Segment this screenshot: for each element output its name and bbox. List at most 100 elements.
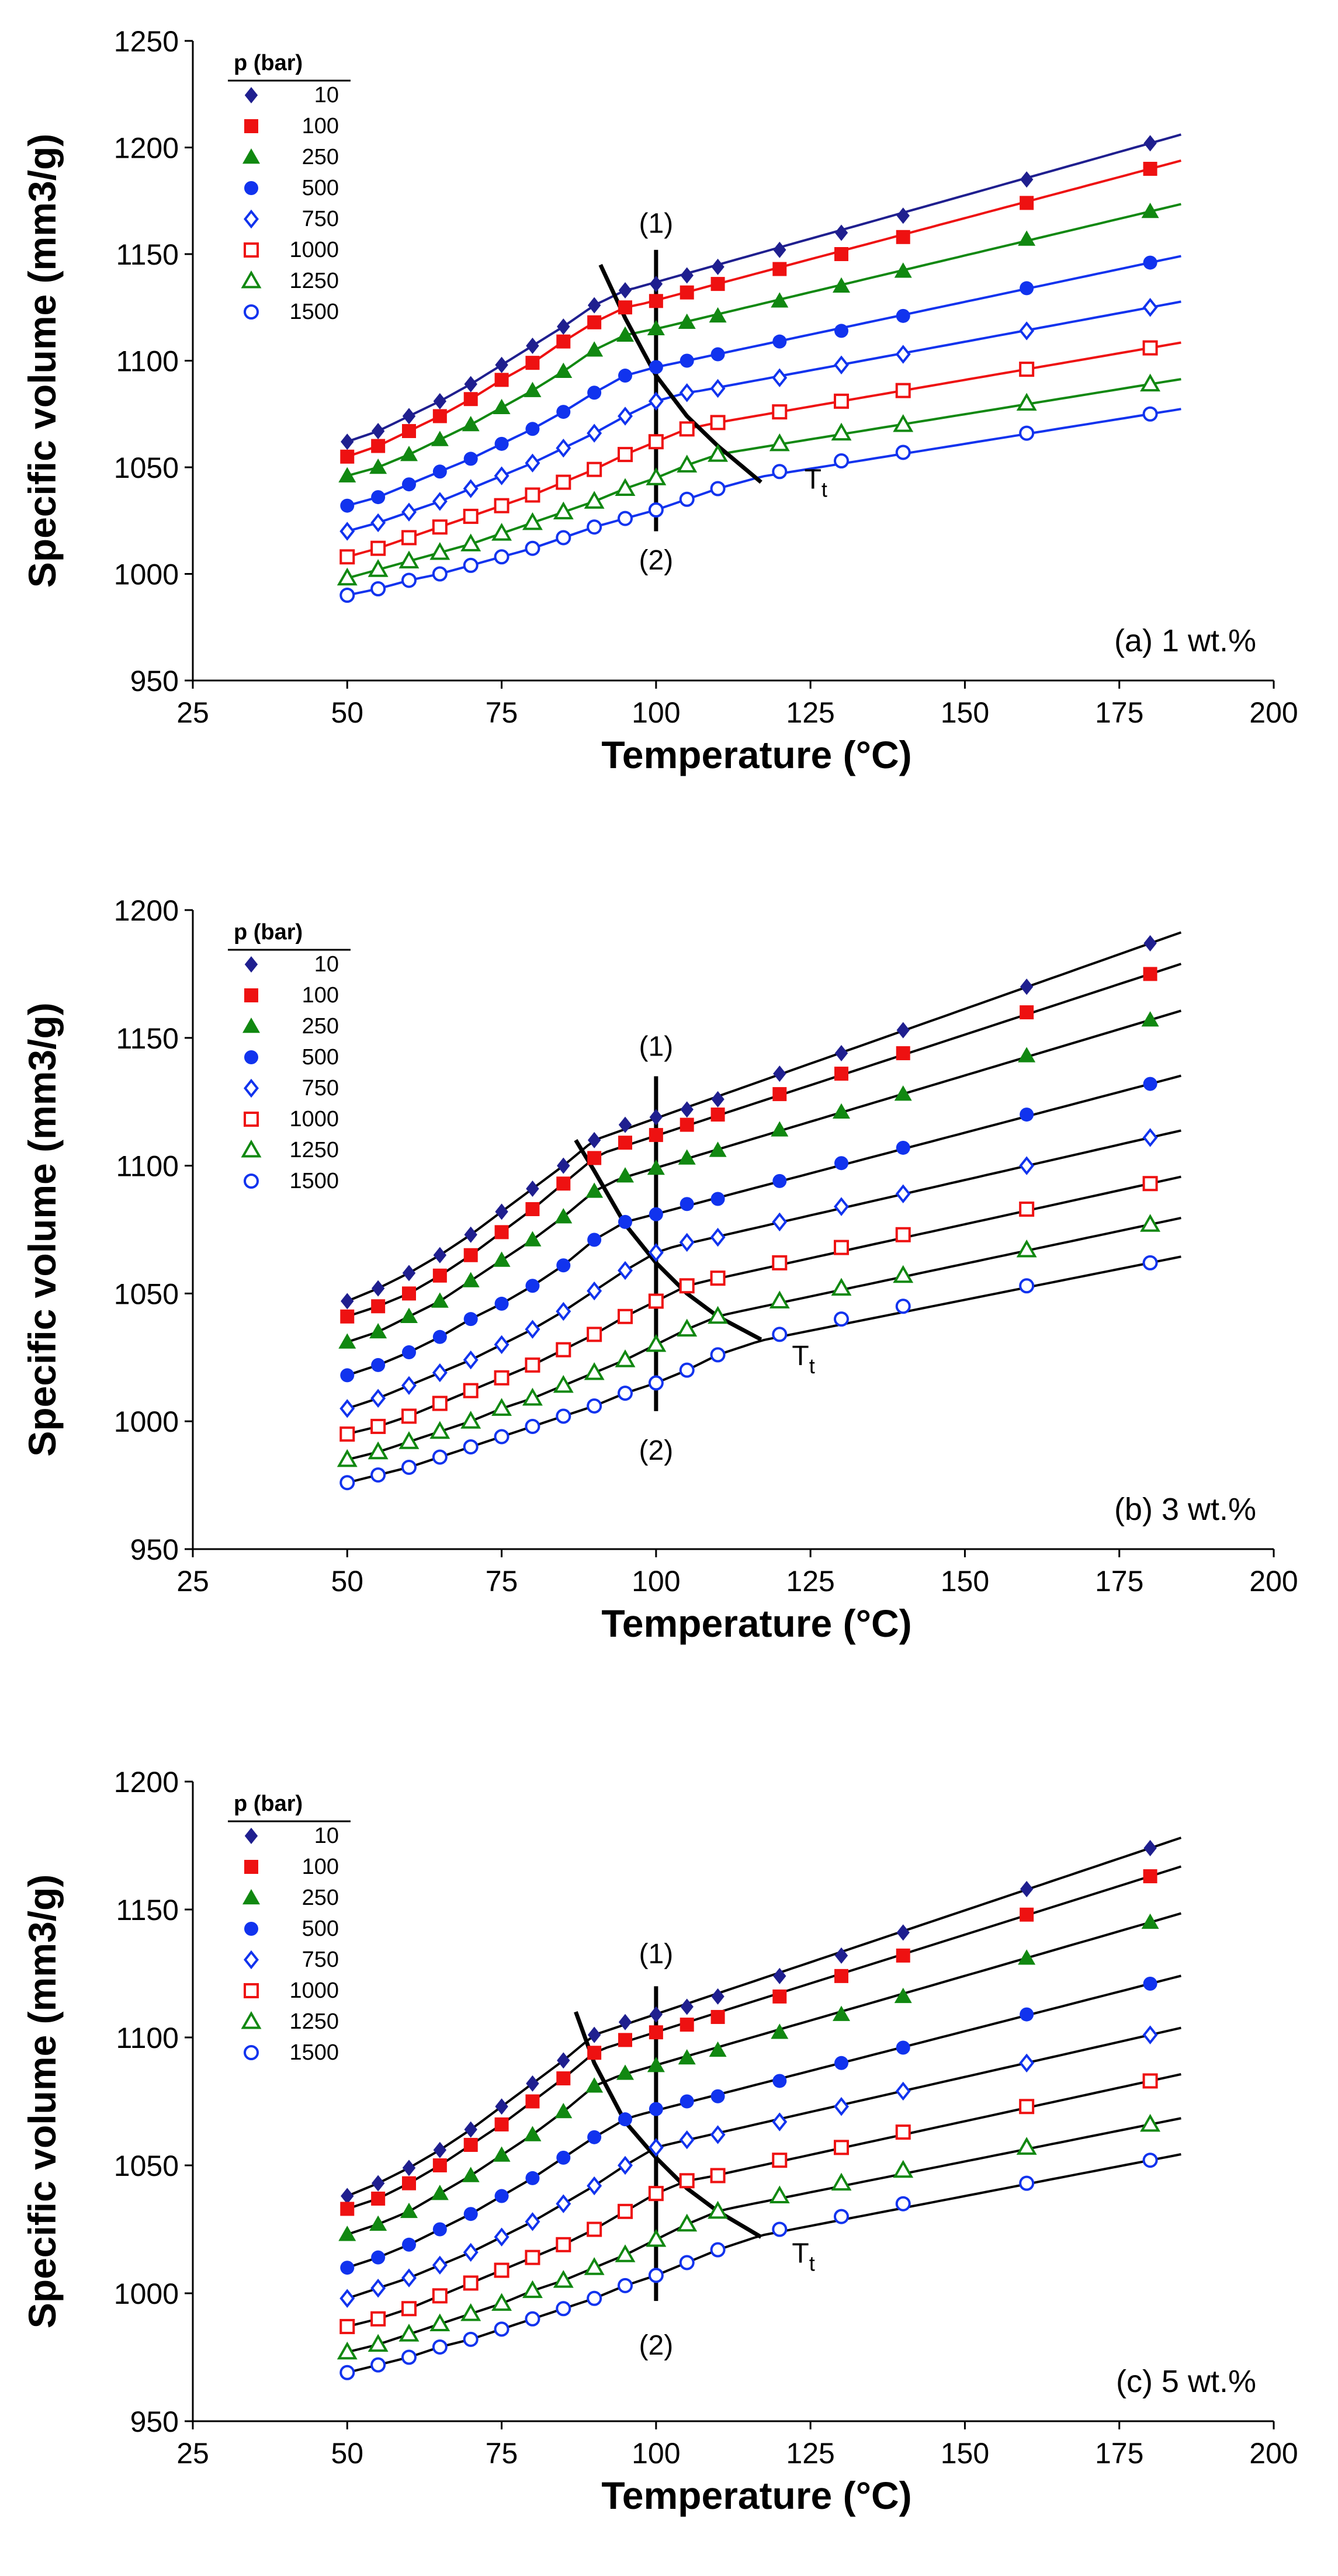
data-point	[525, 356, 540, 370]
data-point	[464, 1226, 477, 1243]
data-point	[584, 2257, 605, 2275]
data-point	[1020, 978, 1034, 995]
legend-marker	[242, 1889, 260, 1905]
data-point	[1016, 2137, 1037, 2155]
data-point	[432, 492, 448, 511]
data-point	[834, 2097, 849, 2116]
legend-marker	[244, 1078, 259, 1098]
data-point	[618, 1386, 633, 1401]
data-point	[772, 1212, 788, 1232]
data-point	[1141, 203, 1159, 218]
data-point	[463, 1350, 479, 1370]
data-point	[463, 1312, 478, 1327]
data-point	[1142, 1128, 1158, 1147]
data-point	[1142, 2025, 1158, 2044]
data-point	[677, 454, 698, 473]
data-point	[431, 2185, 449, 2200]
series-250	[338, 1011, 1159, 1349]
data-point	[525, 1202, 540, 1216]
legend-entry: 1250	[289, 269, 339, 293]
annotation-label: (1)	[639, 1939, 674, 1970]
fit-line-500	[346, 1074, 1181, 1377]
data-point	[337, 1449, 358, 1467]
data-point	[1019, 1278, 1035, 1294]
data-point	[463, 1439, 479, 1454]
data-point	[648, 2138, 664, 2157]
data-point	[649, 2102, 663, 2116]
data-point	[834, 1240, 849, 1255]
data-point	[618, 282, 632, 299]
data-point	[680, 267, 694, 284]
legend-marker	[244, 1860, 258, 1874]
y-tick-label: 1100	[116, 345, 179, 378]
data-point	[494, 2117, 509, 2131]
data-point	[834, 2140, 849, 2155]
data-point	[556, 2301, 571, 2317]
data-point	[398, 2324, 420, 2342]
data-point	[680, 353, 694, 368]
y-tick-label: 1200	[114, 132, 179, 165]
data-point	[460, 2303, 481, 2321]
data-point	[339, 1399, 355, 1418]
data-point	[1020, 1880, 1034, 1897]
x-tick-label: 50	[331, 1565, 363, 1598]
data-point	[1020, 281, 1034, 296]
x-tick-label: 25	[176, 2437, 209, 2470]
data-point	[679, 383, 695, 402]
data-point	[368, 559, 389, 577]
y-tick-label: 1050	[114, 2150, 179, 2182]
data-point	[896, 308, 910, 323]
data-point	[371, 1299, 386, 1314]
data-point	[834, 224, 848, 241]
data-point	[524, 381, 542, 397]
y-tick-label: 1050	[114, 452, 179, 484]
legend-entry: 100	[302, 114, 339, 138]
data-point	[834, 2209, 849, 2224]
data-point	[463, 2242, 479, 2262]
data-point	[371, 490, 386, 505]
data-point	[525, 1357, 540, 1373]
data-point	[556, 2150, 571, 2165]
y-tick-label: 1000	[114, 1405, 179, 1438]
x-tick-label: 75	[486, 2437, 518, 2470]
data-point	[1143, 935, 1157, 952]
data-point	[680, 1197, 694, 1211]
panel-label: (c) 5 wt.%	[1116, 2364, 1256, 2399]
fit-line-100	[346, 1865, 1182, 2210]
data-point	[711, 258, 725, 275]
legend-marker	[244, 209, 259, 229]
data-point	[1019, 1156, 1035, 1175]
fit-line-1250	[346, 378, 1181, 579]
data-point	[647, 2057, 665, 2072]
data-point	[556, 2071, 571, 2086]
data-point	[556, 334, 571, 349]
data-point	[710, 2009, 725, 2024]
data-point	[340, 449, 355, 464]
fit-line-500	[346, 255, 1181, 507]
data-point	[618, 2112, 632, 2127]
data-point	[834, 324, 848, 338]
data-point	[464, 376, 477, 393]
legend-marker	[244, 304, 259, 320]
data-point	[711, 1988, 725, 2005]
series-1250	[337, 1214, 1161, 1467]
data-point	[402, 1286, 416, 1301]
data-point	[460, 1411, 481, 1429]
x-tick-label: 175	[1095, 2437, 1143, 2470]
annotation-label: (2)	[639, 545, 674, 576]
legend-entry: 1000	[289, 1978, 339, 2003]
data-point	[1020, 1108, 1034, 1122]
data-point	[494, 436, 509, 451]
data-point	[525, 1320, 540, 1339]
data-point	[710, 1347, 726, 1363]
data-point	[494, 1370, 509, 1386]
data-point	[587, 2026, 601, 2043]
data-point	[1142, 298, 1158, 317]
data-point	[401, 1376, 417, 1395]
x-tick-label: 25	[176, 696, 209, 729]
series-1500	[339, 2153, 1158, 2380]
data-point	[494, 1296, 509, 1311]
data-point	[369, 459, 387, 474]
legend-entry: 1500	[289, 300, 339, 324]
legend-entry: 250	[302, 1886, 339, 1910]
